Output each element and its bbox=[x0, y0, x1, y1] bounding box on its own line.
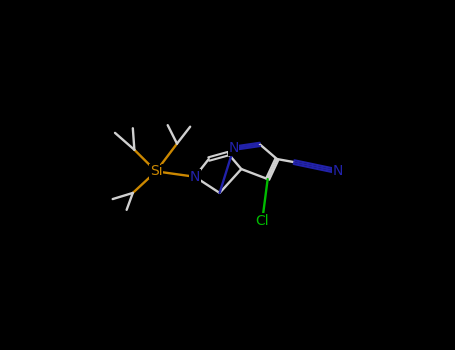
Text: N: N bbox=[190, 170, 200, 184]
Text: Cl: Cl bbox=[255, 214, 269, 228]
Text: N: N bbox=[228, 141, 239, 155]
Text: N: N bbox=[333, 164, 344, 178]
Text: Si: Si bbox=[150, 164, 162, 178]
